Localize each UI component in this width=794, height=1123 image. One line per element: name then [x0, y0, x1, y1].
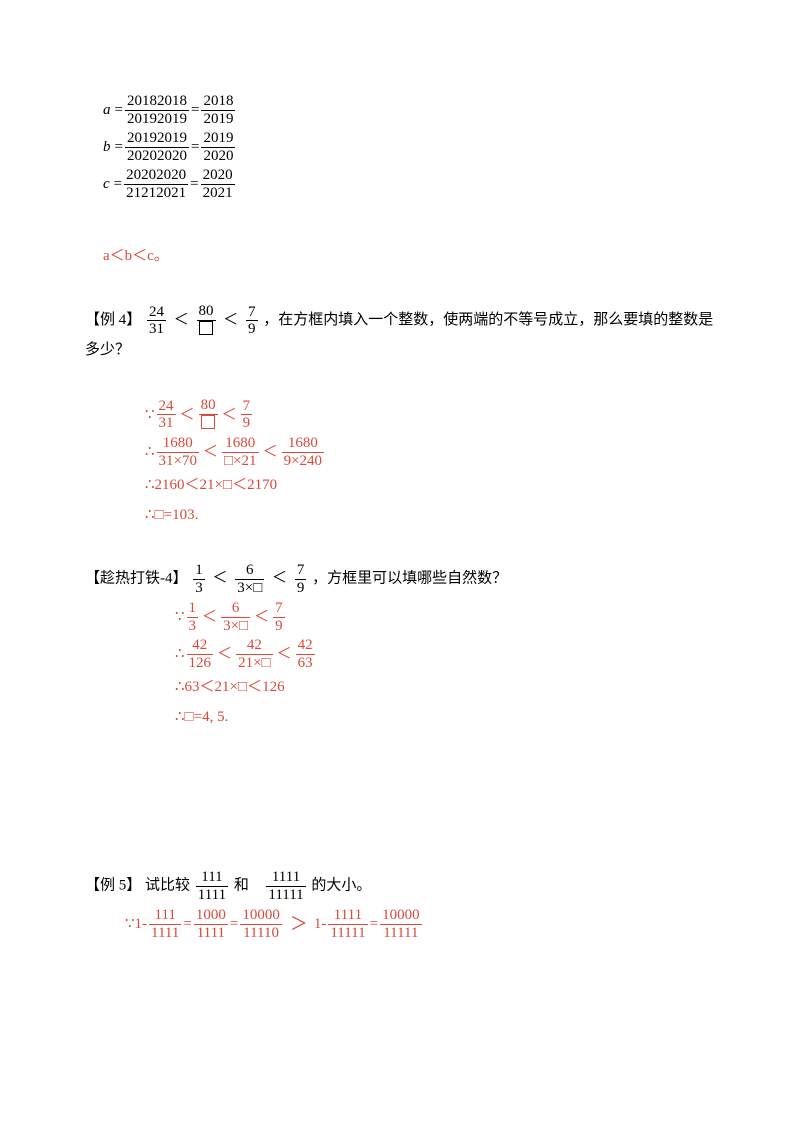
- example-4: 【例 4】 2431 ＜ 80 ＜ 79 ，在方框内填入一个整数，使两端的不等号…: [85, 303, 719, 362]
- hot4-sol-line4: ∴□=4, 5.: [175, 705, 719, 729]
- eq-c: c = 2020202021212021 = 20202021: [103, 167, 719, 201]
- eq-a: a = 2018201820192019 = 20182019: [103, 93, 719, 127]
- ex4-label: 【例 4】: [85, 312, 141, 328]
- ex4-solution: ∵ 2431 ＜ 80 ＜ 79 ∴ 168031×70 ＜ 1680□×21 …: [145, 397, 719, 527]
- example-5: 【例 5】 试比较 1111111 和 111111111 的大小。: [85, 869, 719, 903]
- var-a: a: [103, 98, 111, 122]
- var-c: c: [103, 172, 110, 196]
- ex5-label: 【例 5】: [85, 877, 141, 893]
- eq-b: b = 2019201920202020 = 20192020: [103, 130, 719, 164]
- ex5-solution: ∵1- 1111111 = 10001111 = 1000011110 ＞ 1-…: [125, 907, 719, 941]
- box-icon: [199, 321, 213, 335]
- simplify-block: a = 2018201820192019 = 20182019 b = 2019…: [103, 93, 719, 201]
- hot-4: 【趁热打铁-4】 13 ＜ 63×□ ＜ 79 ，方框里可以填哪些自然数？: [85, 562, 719, 596]
- ex4-sol-line3: ∴2160＜21×□＜2170: [145, 473, 719, 497]
- hot4-sol-line3: ∴63＜21×□＜126: [175, 675, 719, 699]
- hot4-text: ，方框里可以填哪些自然数？: [312, 570, 507, 586]
- var-b: b: [103, 135, 111, 159]
- ex4-sol-line4: ∴□=103.: [145, 503, 719, 527]
- conclusion-1: a＜b＜c。: [103, 244, 719, 268]
- hot4-label: 【趁热打铁-4】: [85, 570, 188, 586]
- hot4-solution: ∵ 13 ＜ 63×□ ＜ 79 ∴ 42126 ＜ 4221×□ ＜ 4263…: [175, 600, 719, 729]
